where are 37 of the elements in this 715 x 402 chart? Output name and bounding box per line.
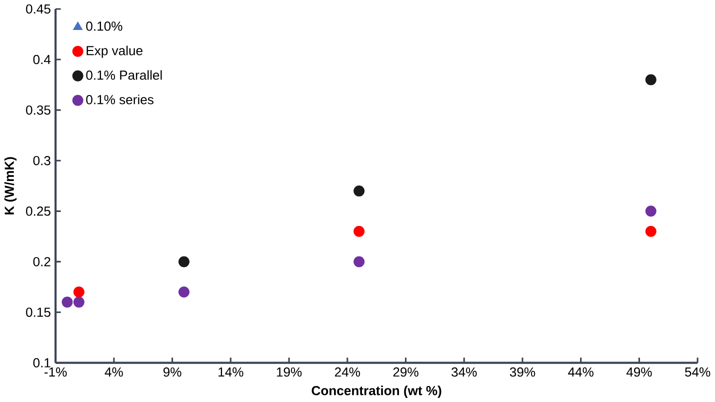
x-tick-label: 34% [452,367,477,377]
x-tick-label: 9% [163,367,182,377]
legend-label: 0.1% series [86,94,154,104]
x-tick-label: 44% [568,367,594,376]
x-tick-label: 29% [393,367,418,377]
x-tick-label: 39% [510,367,536,377]
y-tick-label: 0.15 [26,308,50,317]
y-tick-label: 0.45 [26,4,50,14]
x-tick-label: -1% [44,367,67,376]
point [645,226,656,237]
point [645,206,656,217]
point [354,185,365,196]
point [73,296,84,308]
x-tick-label: 54% [685,367,710,377]
x-tick-label: 49% [626,367,652,377]
point [354,256,365,268]
x-axis-title: Concentration (wt %) [312,386,442,398]
legend-label: 0.10% [86,21,122,31]
y-tick-label: 0.25 [26,206,50,216]
y-tick-label: 0.1 [33,358,50,368]
x-tick-label: 4% [104,367,123,376]
x-tick-label: 14% [218,367,244,376]
point [73,286,84,298]
legend-label: 0.1% Parallel [86,70,162,80]
point [354,226,365,237]
y-tick-label: 0.3 [33,156,50,166]
point [62,296,73,308]
y-axis-title: K (W/mK) [4,157,17,214]
point [178,286,190,298]
y-tick-label: 0.35 [26,105,50,115]
x-tick-label: 24% [334,367,360,377]
legend-label: Exp value [86,46,142,58]
y-tick-label: 0.2 [33,257,50,266]
x-tick-label: 19% [276,367,302,377]
point [178,256,190,268]
point [645,74,656,86]
y-tick-label: 0.4 [33,54,51,64]
